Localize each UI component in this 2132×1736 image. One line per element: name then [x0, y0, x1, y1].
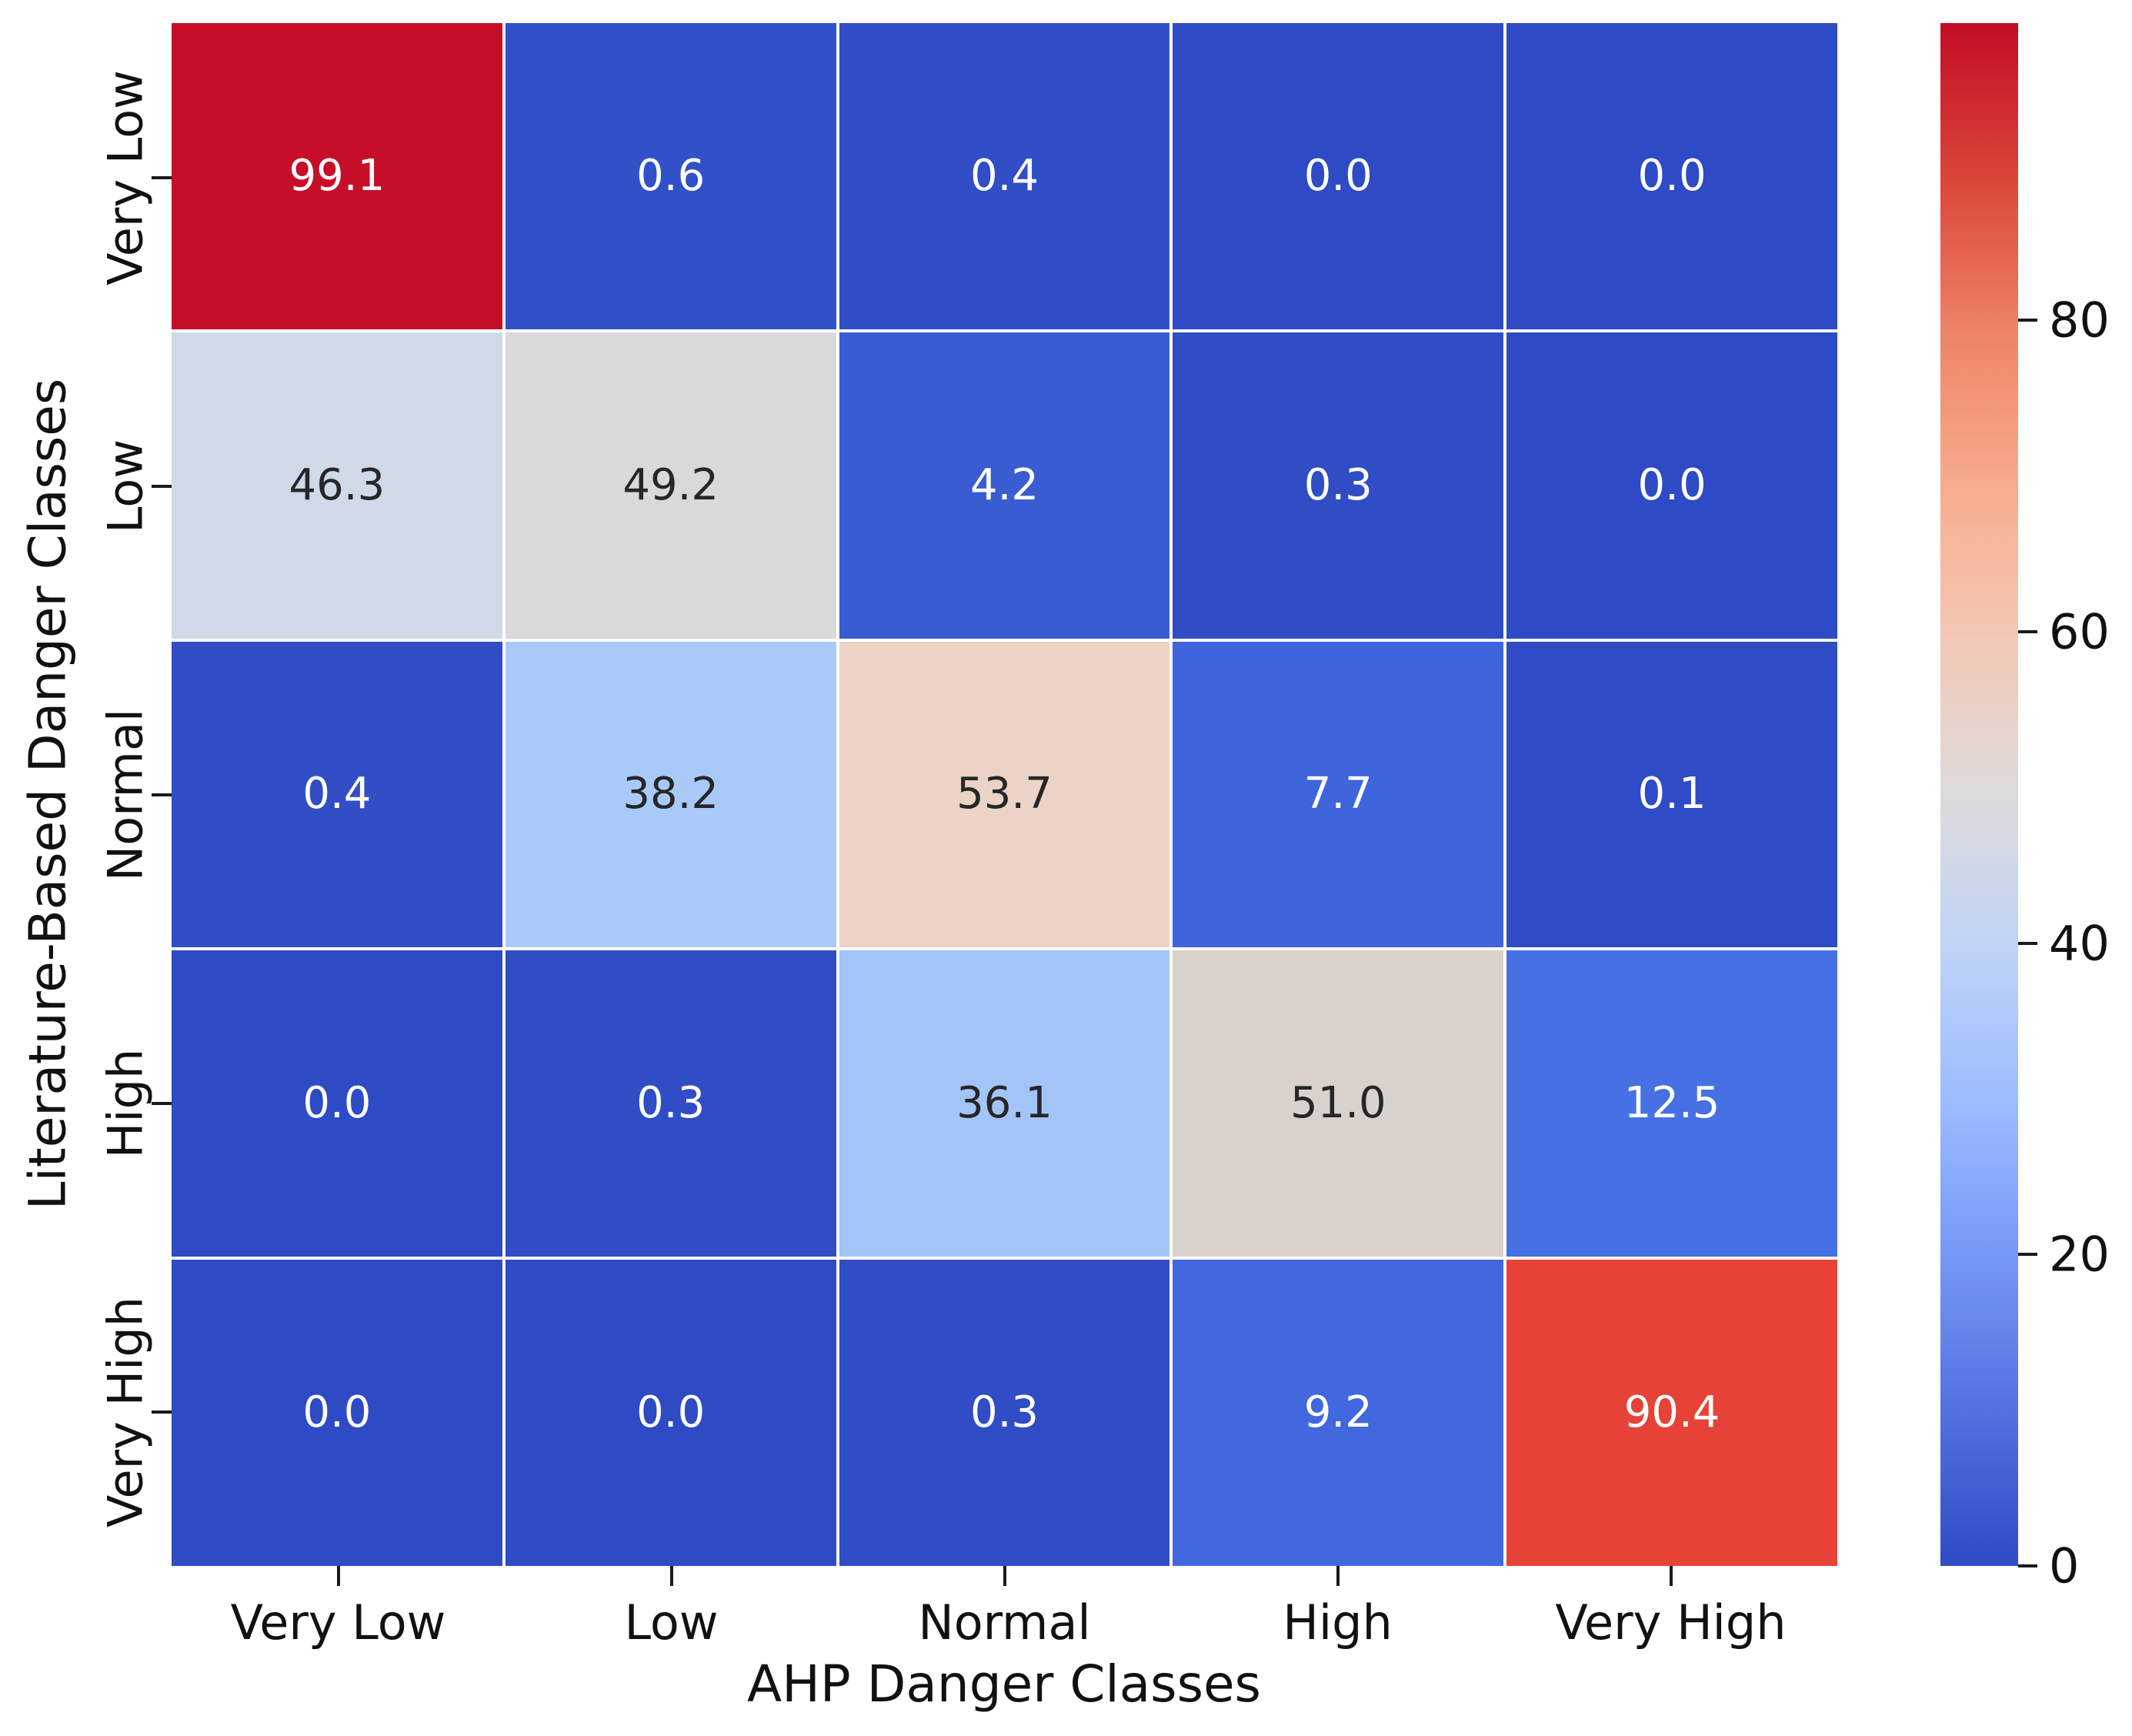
colorbar-tick-label-0: 0 — [2049, 1537, 2080, 1594]
y-tick-mark — [152, 484, 172, 488]
heatmap-cell-value: 90.4 — [1623, 1387, 1720, 1438]
heatmap-cell-r2c2: 53.7 — [839, 641, 1170, 948]
y-tick-mark — [152, 175, 172, 179]
colorbar-tick-mark — [2018, 319, 2037, 322]
y-tick-label-high: High — [97, 1048, 154, 1158]
heatmap-cell-value: 0.6 — [636, 150, 706, 201]
heatmap-cell-value: 12.5 — [1623, 1078, 1720, 1129]
y-tick-label-normal: Normal — [97, 708, 154, 881]
heatmap-cell-r3c0: 0.0 — [172, 950, 502, 1257]
heatmap-cell-r3c2: 36.1 — [839, 950, 1170, 1257]
heatmap-cell-r2c4: 0.1 — [1506, 641, 1837, 948]
heatmap-cell-r1c0: 46.3 — [172, 332, 502, 639]
heatmap-cell-r0c0: 99.1 — [172, 23, 502, 329]
heatmap-cell-value: 99.1 — [289, 150, 385, 201]
colorbar-tick-mark — [2018, 1253, 2037, 1257]
y-tick-mark — [152, 1410, 172, 1414]
heatmap-cell-r3c1: 0.3 — [505, 950, 836, 1257]
heatmap-cell-r4c4: 90.4 — [1506, 1260, 1837, 1566]
colorbar-tick-label-20: 20 — [2049, 1226, 2110, 1283]
heatmap-cell-r4c3: 9.2 — [1173, 1260, 1504, 1566]
heatmap-cell-value: 0.0 — [1637, 459, 1707, 510]
heatmap-cell-value: 53.7 — [956, 769, 1053, 820]
y-tick-mark — [152, 1101, 172, 1105]
y-axis-title: Literature-Based Danger Classes — [18, 378, 78, 1210]
heatmap-cell-value: 0.0 — [1303, 150, 1373, 201]
colorbar-tick-label-80: 80 — [2049, 292, 2110, 349]
x-tick-mark — [669, 1566, 673, 1586]
heatmap-cell-r1c1: 49.2 — [505, 332, 836, 639]
heatmap-cell-r4c2: 0.3 — [839, 1260, 1170, 1566]
heatmap-cell-value: 7.7 — [1303, 769, 1373, 820]
heatmap-cell-value: 9.2 — [1303, 1387, 1373, 1438]
heatmap-cell-value: 0.0 — [636, 1387, 706, 1438]
heatmap-cell-value: 0.4 — [969, 150, 1039, 201]
colorbar-tick-label-40: 40 — [2049, 915, 2110, 972]
heatmap-cell-r4c1: 0.0 — [505, 1260, 836, 1566]
heatmap-cell-value: 38.2 — [622, 769, 719, 820]
heatmap-cell-r2c1: 38.2 — [505, 641, 836, 948]
heatmap-cell-value: 0.3 — [969, 1387, 1039, 1438]
heatmap-cell-r3c4: 12.5 — [1506, 950, 1837, 1257]
heatmap-cell-value: 0.3 — [636, 1078, 706, 1129]
y-tick-label-very-low: Very Low — [97, 69, 154, 285]
heatmap-cell-r3c3: 51.0 — [1173, 950, 1504, 1257]
x-tick-label-normal: Normal — [918, 1594, 1091, 1651]
heatmap-cell-value: 36.1 — [956, 1078, 1053, 1129]
y-tick-mark — [152, 793, 172, 796]
x-tick-label-very-high: Very High — [1555, 1594, 1787, 1651]
heatmap-cell-r1c2: 4.2 — [839, 332, 1170, 639]
heatmap-cell-r0c2: 0.4 — [839, 23, 1170, 329]
x-tick-mark — [1003, 1566, 1006, 1586]
x-tick-label-low: Low — [624, 1594, 719, 1651]
colorbar-tick-mark — [2018, 941, 2037, 945]
heatmap-cell-r1c4: 0.0 — [1506, 332, 1837, 639]
heatmap-cell-value: 4.2 — [969, 459, 1039, 510]
colorbar-tick-mark — [2018, 1564, 2037, 1567]
x-tick-mark — [1336, 1566, 1340, 1586]
heatmap-cell-value: 0.1 — [1637, 769, 1707, 820]
y-tick-label-low: Low — [97, 439, 154, 533]
heatmap-cell-value: 0.4 — [302, 769, 372, 820]
heatmap-cell-value: 49.2 — [622, 459, 719, 510]
x-tick-label-high: High — [1283, 1594, 1393, 1651]
heatmap-cell-value: 51.0 — [1290, 1078, 1386, 1129]
heatmap-cell-value: 46.3 — [289, 459, 385, 510]
colorbar-gradient — [1940, 23, 2018, 1566]
heatmap-cell-r2c3: 7.7 — [1173, 641, 1504, 948]
colorbar-tick-mark — [2018, 630, 2037, 634]
heatmap-cell-value: 0.0 — [1637, 150, 1707, 201]
x-axis-title: AHP Danger Classes — [747, 1654, 1261, 1714]
heatmap-cell-value: 0.0 — [302, 1078, 372, 1129]
x-tick-mark — [336, 1566, 340, 1586]
heatmap-cell-r4c0: 0.0 — [172, 1260, 502, 1566]
x-tick-label-very-low: Very Low — [230, 1594, 446, 1651]
y-tick-label-very-high: Very High — [97, 1296, 154, 1527]
heatmap-cell-r0c4: 0.0 — [1506, 23, 1837, 329]
heatmap-cell-r1c3: 0.3 — [1173, 332, 1504, 639]
heatmap-cell-value: 0.3 — [1303, 459, 1373, 510]
heatmap-cell-r2c0: 0.4 — [172, 641, 502, 948]
heatmap-cell-value: 0.0 — [302, 1387, 372, 1438]
heatmap-cell-r0c3: 0.0 — [1173, 23, 1504, 329]
colorbar-tick-label-60: 60 — [2049, 603, 2110, 660]
x-tick-mark — [1669, 1566, 1673, 1586]
heatmap-grid: 99.1 0.6 0.4 0.0 0.0 46.3 49.2 4.2 0.3 0.0 0.4 38.2… — [172, 23, 1837, 1566]
heatmap-cell-r0c1: 0.6 — [505, 23, 836, 329]
